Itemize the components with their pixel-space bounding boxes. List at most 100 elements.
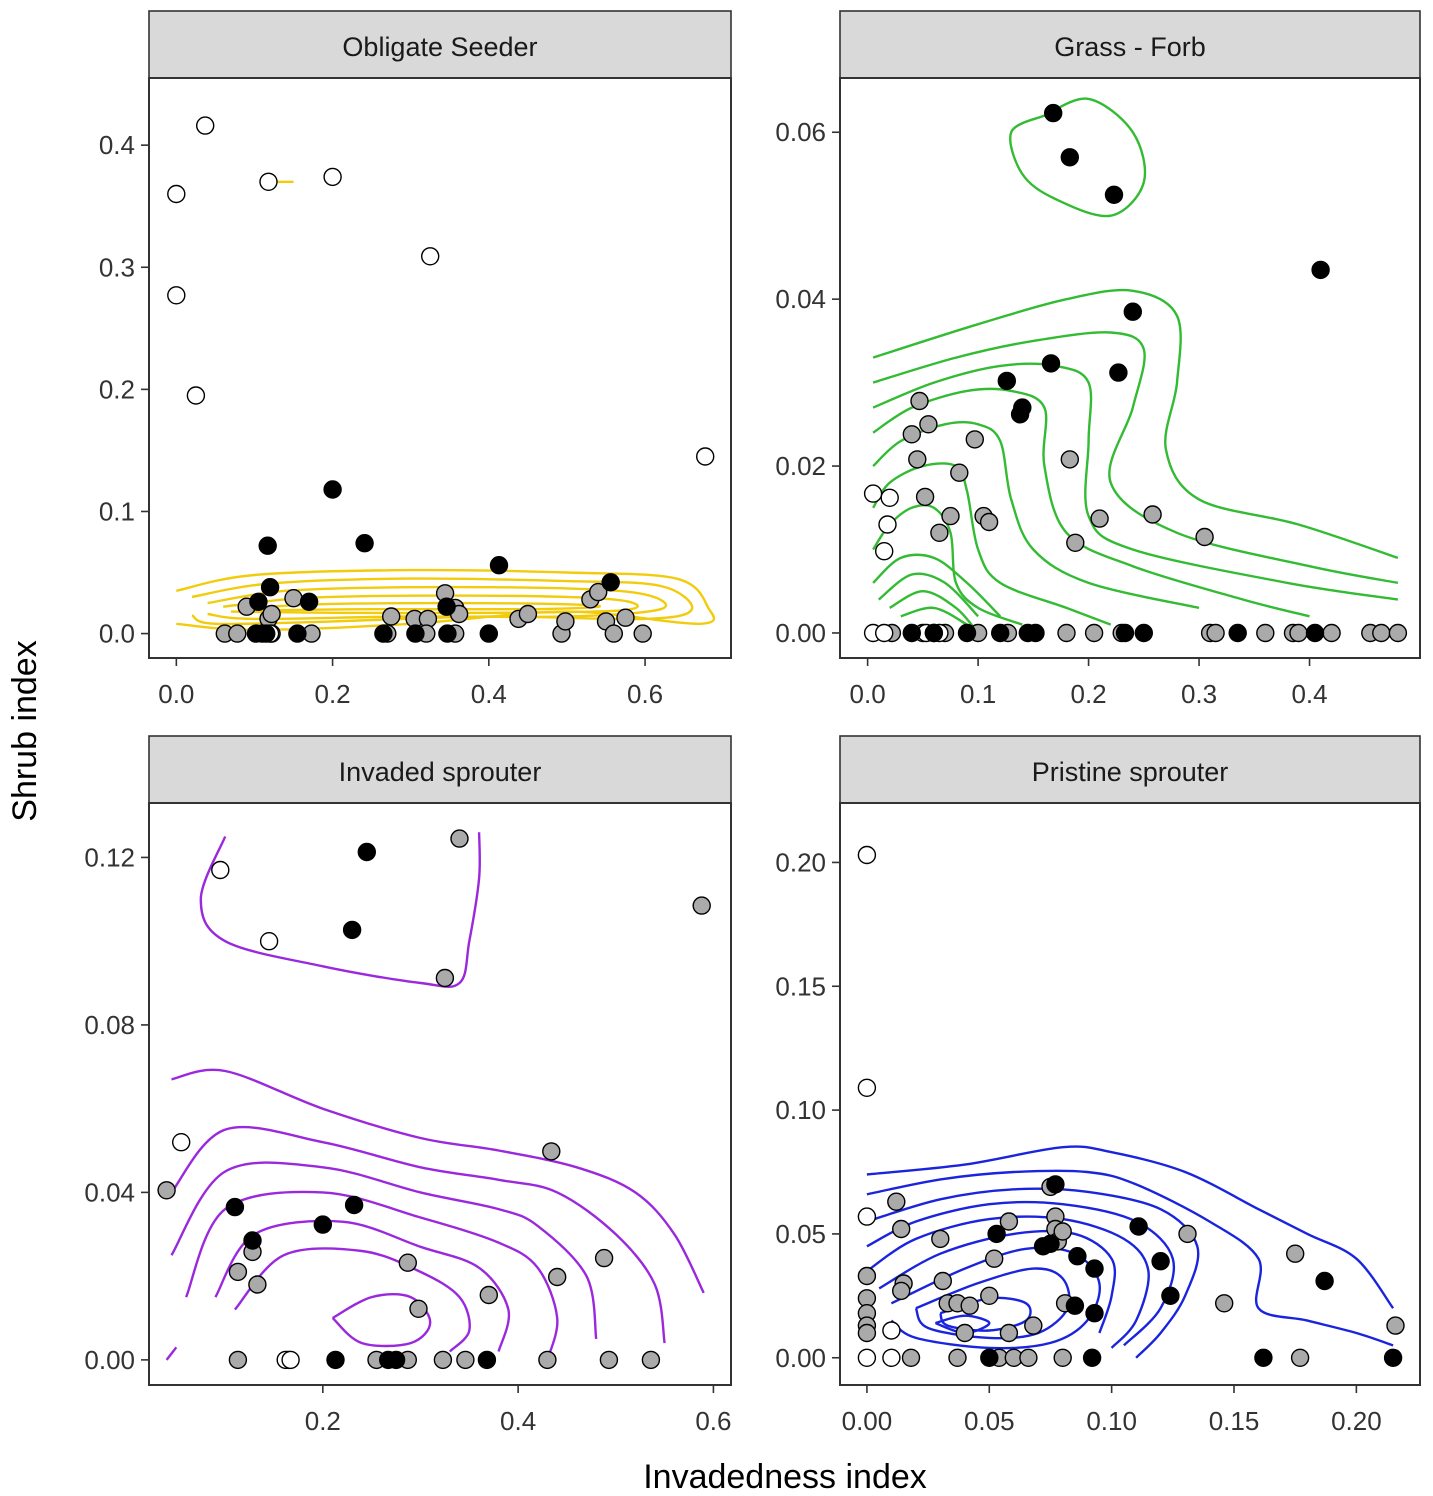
point-black — [313, 1215, 332, 1234]
point-white — [880, 488, 899, 507]
point-grey — [901, 1348, 921, 1368]
facet-strip — [839, 735, 1421, 804]
point-grey — [262, 604, 281, 624]
point-white — [259, 932, 279, 951]
point-grey — [604, 624, 623, 643]
point-grey — [1372, 623, 1391, 643]
point-black — [243, 1231, 262, 1250]
y-tick-label: 0.04 — [84, 1177, 135, 1207]
point-grey — [1024, 1316, 1043, 1335]
point-black — [1085, 1303, 1104, 1323]
panel-2: Grass - Forb 0.0 0.1 0.2 0.3 0.4 0.00 0.02 0.04 0… — [775, 10, 1421, 709]
facet-title: Grass - Forb — [1054, 32, 1206, 62]
y-tick-label: 0.04 — [775, 284, 826, 314]
point-grey — [228, 1262, 248, 1282]
x-tick-label: 0.6 — [627, 679, 663, 709]
point-grey — [479, 1285, 498, 1305]
y-tick-label: 0.06 — [775, 117, 826, 147]
point-grey — [1206, 623, 1225, 643]
point-white — [259, 172, 278, 192]
point-grey — [910, 391, 929, 411]
panel-border — [839, 802, 1421, 1386]
point-black — [1109, 363, 1128, 382]
point-black — [438, 624, 457, 643]
point-black — [1311, 260, 1330, 280]
point-white — [878, 515, 897, 534]
point-black — [1383, 1348, 1403, 1368]
x-tick-label: 0.4 — [471, 679, 507, 709]
point-grey — [1053, 1348, 1072, 1368]
point-black — [1065, 1296, 1085, 1315]
point-black — [902, 623, 921, 643]
point-grey — [915, 487, 935, 507]
point-grey — [1090, 509, 1109, 528]
point-black — [489, 556, 509, 575]
point-grey — [556, 612, 575, 631]
point-black — [1305, 623, 1325, 643]
x-tick-label: 0.0 — [158, 679, 194, 709]
density-contours — [866, 1145, 1395, 1359]
point-white — [281, 1350, 300, 1370]
point-white — [211, 860, 230, 880]
density-contour-line — [223, 594, 639, 615]
facet-title: Pristine sprouter — [1032, 757, 1229, 787]
point-white — [875, 542, 894, 561]
facet-strip — [839, 10, 1421, 79]
point-white — [857, 1078, 877, 1098]
point-grey — [979, 512, 999, 532]
point-grey — [616, 608, 635, 627]
point-grey — [1084, 623, 1104, 643]
point-white — [857, 845, 877, 865]
data-points — [863, 103, 1408, 643]
point-black — [249, 592, 268, 611]
x-tick-label: 0.1 — [960, 679, 996, 709]
density-contour-line — [866, 1145, 1395, 1309]
panels: Obligate Seeder 0.0 0.2 0.4 0.6 0.0 0.1 0.2 0.3 0… — [84, 10, 1421, 1436]
x-tick-label: 0.05 — [964, 1406, 1015, 1436]
x-tick-label: 0.0 — [850, 679, 886, 709]
point-grey — [950, 463, 969, 482]
point-grey — [955, 1323, 974, 1343]
point-grey — [641, 1350, 661, 1370]
point-white — [882, 1348, 901, 1368]
point-white — [875, 623, 894, 643]
point-grey — [1386, 1316, 1405, 1335]
point-grey — [548, 1267, 567, 1287]
plot-background — [840, 78, 1420, 658]
x-tick-label: 0.3 — [1181, 679, 1217, 709]
facet-strip — [148, 10, 732, 79]
point-grey — [284, 589, 303, 608]
data-points — [857, 845, 1405, 1368]
x-tick-label: 0.4 — [500, 1406, 536, 1436]
density-contour-line — [872, 387, 1310, 618]
point-grey — [965, 430, 984, 449]
point-black — [987, 1224, 1006, 1244]
point-grey — [433, 1350, 453, 1370]
panel-border — [148, 802, 732, 1386]
point-grey — [1143, 505, 1162, 524]
x-tick-label: 0.2 — [315, 679, 351, 709]
point-black — [288, 624, 307, 643]
point-black — [1104, 185, 1124, 205]
point-grey — [1178, 1224, 1197, 1244]
point-black — [1254, 1348, 1273, 1368]
y-tick-label: 0.02 — [775, 451, 826, 481]
point-black — [1315, 1271, 1334, 1291]
point-black — [980, 1348, 999, 1368]
point-grey — [960, 1296, 979, 1315]
point-grey — [1289, 623, 1308, 643]
point-white — [167, 184, 186, 204]
point-grey — [930, 523, 949, 542]
point-black — [260, 578, 280, 597]
point-grey — [857, 1323, 877, 1343]
point-grey — [542, 1142, 561, 1161]
density-contour-line — [890, 1246, 1101, 1350]
point-grey — [456, 1350, 475, 1370]
density-contour-line — [176, 568, 716, 632]
density-contour-line — [900, 606, 968, 626]
density-contour-line — [872, 462, 1112, 626]
density-contour-line — [866, 1187, 1200, 1359]
point-white — [696, 447, 715, 466]
y-tick-label: 0.12 — [84, 842, 135, 872]
